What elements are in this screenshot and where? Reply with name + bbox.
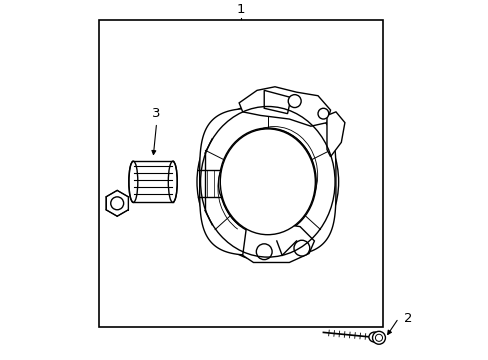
Polygon shape — [326, 112, 344, 157]
Circle shape — [256, 244, 271, 260]
Ellipse shape — [218, 170, 227, 197]
Polygon shape — [264, 90, 290, 114]
Ellipse shape — [219, 128, 316, 235]
Ellipse shape — [168, 161, 177, 202]
Polygon shape — [239, 87, 330, 126]
Circle shape — [372, 331, 385, 344]
Text: 1: 1 — [236, 3, 244, 16]
Circle shape — [287, 95, 301, 108]
Polygon shape — [99, 21, 382, 327]
Ellipse shape — [128, 161, 138, 202]
Circle shape — [317, 108, 328, 119]
Ellipse shape — [368, 332, 380, 342]
Circle shape — [293, 240, 309, 256]
Polygon shape — [242, 223, 314, 262]
Polygon shape — [106, 190, 128, 216]
Circle shape — [110, 197, 123, 210]
Ellipse shape — [220, 129, 315, 235]
Polygon shape — [199, 108, 335, 255]
Ellipse shape — [197, 102, 338, 262]
Text: 3: 3 — [152, 107, 161, 120]
Circle shape — [375, 334, 382, 341]
Text: 2: 2 — [403, 311, 412, 325]
